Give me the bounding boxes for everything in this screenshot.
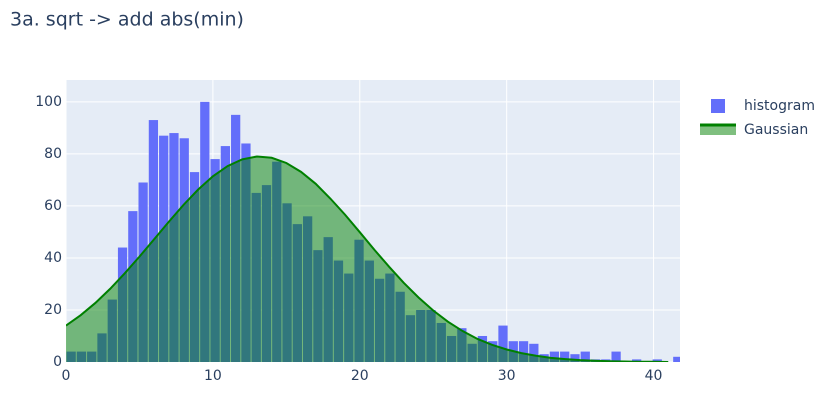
y-tick-label: 20 [44,302,62,318]
y-tick-label: 0 [53,354,62,370]
x-tick-label: 40 [645,368,663,384]
y-tick-label: 100 [35,94,62,110]
legend-swatch [711,99,725,113]
bar [632,359,642,362]
bar [518,341,529,362]
bar [549,351,560,362]
bar [673,356,680,362]
legend-label: histogram [744,98,815,114]
x-tick-label: 10 [204,368,222,384]
legend-label: Gaussian [744,122,808,138]
bar [529,343,539,362]
x-tick-label: 20 [351,368,369,384]
y-tick-label: 40 [44,250,62,266]
y-tick-label: 60 [44,198,62,214]
gaussian-area [66,156,669,362]
legend-swatch [700,125,736,135]
bar [498,325,508,362]
y-tick-label: 80 [44,146,62,162]
bar [652,359,662,362]
bar [580,351,590,362]
gaussian-line [66,155,669,362]
bar [611,351,621,362]
bar [570,354,580,362]
chart-title: 3a. sqrt -> add abs(min) [10,9,244,31]
x-tick-label: 0 [62,368,71,384]
bar [560,351,570,362]
x-tick-label: 30 [498,368,516,384]
